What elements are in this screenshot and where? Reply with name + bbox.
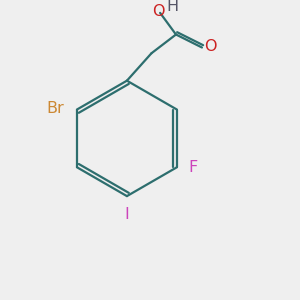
- Text: O: O: [204, 39, 216, 54]
- Text: F: F: [188, 160, 197, 175]
- Text: H: H: [166, 0, 178, 14]
- Text: Br: Br: [46, 100, 64, 116]
- Text: I: I: [124, 207, 129, 222]
- Text: O: O: [152, 4, 165, 19]
